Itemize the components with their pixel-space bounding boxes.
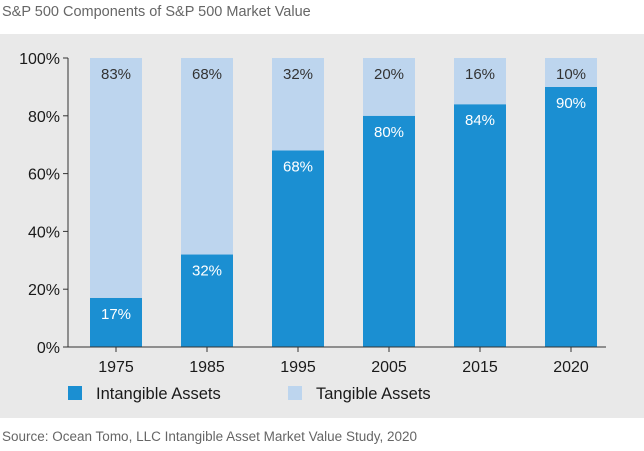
y-tick-label-0: 0% bbox=[37, 340, 60, 357]
data-label-intangible-2020: 90% bbox=[556, 95, 586, 112]
x-tick-label-1985: 1985 bbox=[189, 359, 225, 376]
data-label-tangible-2020: 10% bbox=[556, 66, 586, 83]
bar-tangible-2005 bbox=[363, 58, 415, 116]
data-label-tangible-1985: 68% bbox=[192, 66, 222, 83]
y-tick-label-40: 40% bbox=[28, 224, 60, 241]
data-label-tangible-2005: 20% bbox=[374, 66, 404, 83]
data-label-intangible-2005: 80% bbox=[374, 124, 404, 141]
y-tick-label-60: 60% bbox=[28, 167, 60, 184]
legend-swatch-tangible bbox=[288, 386, 302, 400]
legend-label-intangible: Intangible Assets bbox=[96, 385, 221, 403]
chart-panel: 17% 83% 1975 32% 68% 1985 68% 32% 1995 80% 20% 2005… bbox=[0, 34, 644, 418]
data-label-tangible-1975: 83% bbox=[101, 66, 131, 83]
data-label-intangible-2015: 84% bbox=[465, 112, 495, 129]
bar-tangible-1995 bbox=[272, 58, 324, 151]
bar-tangible-1985 bbox=[181, 58, 233, 255]
legend-label-tangible: Tangible Assets bbox=[316, 385, 431, 403]
y-tick-label-80: 80% bbox=[28, 109, 60, 126]
bar-intangible-2005 bbox=[363, 115, 415, 347]
x-tick-label-2005: 2005 bbox=[371, 359, 407, 376]
bar-intangible-1975 bbox=[90, 297, 142, 347]
chart-plot: 17% 83% 1975 32% 68% 1985 68% 32% 1995 80% 20% 2005… bbox=[19, 51, 606, 403]
x-tick-label-2015: 2015 bbox=[462, 359, 498, 376]
bar-intangible-2015 bbox=[454, 104, 506, 348]
source-note: Source: Ocean Tomo, LLC Intangible Asset… bbox=[2, 429, 417, 444]
legend-swatch-intangible bbox=[68, 386, 82, 400]
bar-tangible-2015 bbox=[454, 58, 506, 105]
data-label-intangible-1985: 32% bbox=[192, 263, 222, 280]
data-label-tangible-2015: 16% bbox=[465, 66, 495, 83]
bar-tangible-2020 bbox=[545, 58, 597, 87]
bar-tangible-1975 bbox=[90, 58, 142, 298]
x-tick-label-2020: 2020 bbox=[553, 359, 589, 376]
y-tick-label-20: 20% bbox=[28, 282, 60, 299]
y-tick-label-100: 100% bbox=[19, 51, 60, 68]
bar-intangible-1995 bbox=[272, 150, 324, 347]
data-label-intangible-1995: 68% bbox=[283, 158, 313, 175]
bar-intangible-2020 bbox=[545, 86, 597, 348]
x-tick-label-1975: 1975 bbox=[98, 359, 134, 376]
x-tick-label-1995: 1995 bbox=[280, 359, 316, 376]
data-label-intangible-1975: 17% bbox=[101, 306, 131, 323]
chart-title: S&P 500 Components of S&P 500 Market Val… bbox=[2, 4, 311, 20]
data-label-tangible-1995: 32% bbox=[283, 66, 313, 83]
bar-intangible-1985 bbox=[181, 254, 233, 347]
